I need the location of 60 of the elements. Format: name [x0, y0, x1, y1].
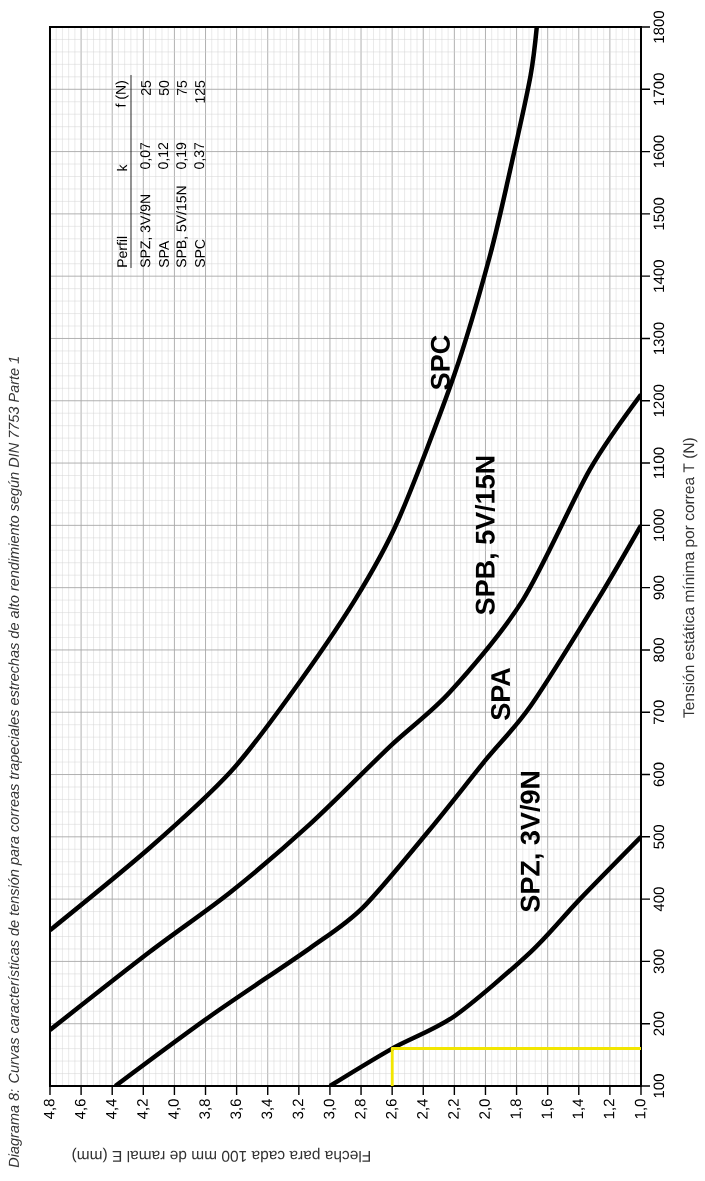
- x-tick-label: 4,0: [168, 1099, 181, 1120]
- x-tick-label: 2,6: [385, 1099, 399, 1119]
- x-tick-label: 2,4: [417, 1098, 430, 1119]
- y-tick-label: 600: [653, 762, 665, 787]
- y-tick-label: 500: [653, 824, 665, 849]
- y-tick-label: 800: [653, 638, 665, 662]
- annotation: 75: [177, 80, 187, 96]
- x-tick-label: 4,8: [43, 1099, 57, 1120]
- x-tick-label: 3,4: [261, 1098, 274, 1119]
- y-axis-title: Tensión estática mínima por correa T (N): [682, 438, 698, 718]
- y-tick-label: 1700: [653, 73, 665, 105]
- x-axis-title: Flecha para cada 100 mm de ramal E (mm): [72, 1147, 370, 1163]
- y-tick-label: 700: [653, 700, 665, 724]
- x-tick-label: 3,8: [199, 1099, 212, 1119]
- x-tick-label: 3,0: [323, 1099, 337, 1119]
- y-tick-label: 1400: [653, 260, 665, 292]
- annotation: 50: [159, 80, 169, 96]
- y-tick-label: 400: [653, 887, 665, 912]
- annotation: 25: [141, 80, 151, 96]
- x-tick-label: 1,2: [603, 1099, 617, 1119]
- annotation: f (N): [115, 81, 129, 108]
- x-tick-label: 2,0: [479, 1099, 492, 1119]
- annotation: 0,12: [158, 142, 170, 169]
- x-tick-label: 1,6: [541, 1099, 554, 1119]
- x-tick-label: 1,4: [572, 1098, 585, 1119]
- y-tick-label: 1000: [653, 509, 665, 541]
- annotation: 0,07: [140, 142, 152, 169]
- annotation: k: [116, 164, 128, 171]
- y-tick-label: 200: [653, 1011, 665, 1036]
- text: SPC: [430, 335, 450, 390]
- text: SPZ, 3V/9N: [519, 771, 544, 912]
- x-tick-label: 1,0: [634, 1099, 648, 1119]
- y-tick-label: 1300: [653, 322, 665, 355]
- x-tick-label: 4,2: [137, 1099, 150, 1120]
- y-tick-label: 1600: [653, 135, 665, 168]
- x-tick-label: 3,2: [292, 1099, 306, 1119]
- x-tick-label: 4,4: [106, 1098, 119, 1120]
- x-tick-label: 2,8: [354, 1099, 368, 1119]
- text: SPA: [491, 667, 511, 720]
- x-tick-label: 4,6: [74, 1099, 88, 1120]
- y-tick-label: 300: [653, 949, 665, 974]
- annotation: 0,19: [176, 142, 188, 169]
- annotation: SPC: [195, 239, 205, 268]
- y-tick-label: 1500: [653, 197, 665, 230]
- text: SPB, 5V/15N: [474, 456, 499, 615]
- y-tick-label: 900: [653, 575, 665, 600]
- y-tick-label: 1200: [653, 384, 665, 417]
- y-tick-label: 100: [653, 1074, 665, 1098]
- annotation: SPZ, 3V/9N: [140, 195, 152, 268]
- annotation: 0,37: [194, 142, 206, 169]
- annotation: 125: [195, 80, 205, 103]
- x-tick-label: 1,8: [510, 1099, 523, 1119]
- annotation: Perfil: [116, 236, 128, 267]
- annotation: SPB, 5V/15N: [176, 186, 188, 268]
- x-tick-label: 2,2: [448, 1099, 461, 1119]
- x-tick-label: 3,6: [230, 1099, 243, 1119]
- y-tick-label: 1100: [653, 447, 665, 479]
- y-tick-label: 1800: [653, 10, 665, 43]
- annotation: SPA: [159, 240, 169, 268]
- text: Diagrama 8: Curvas características de tensión para correas trapeciales estrechas de alto rendimiento según DIN 7753 Parte 1: [8, 357, 22, 1168]
